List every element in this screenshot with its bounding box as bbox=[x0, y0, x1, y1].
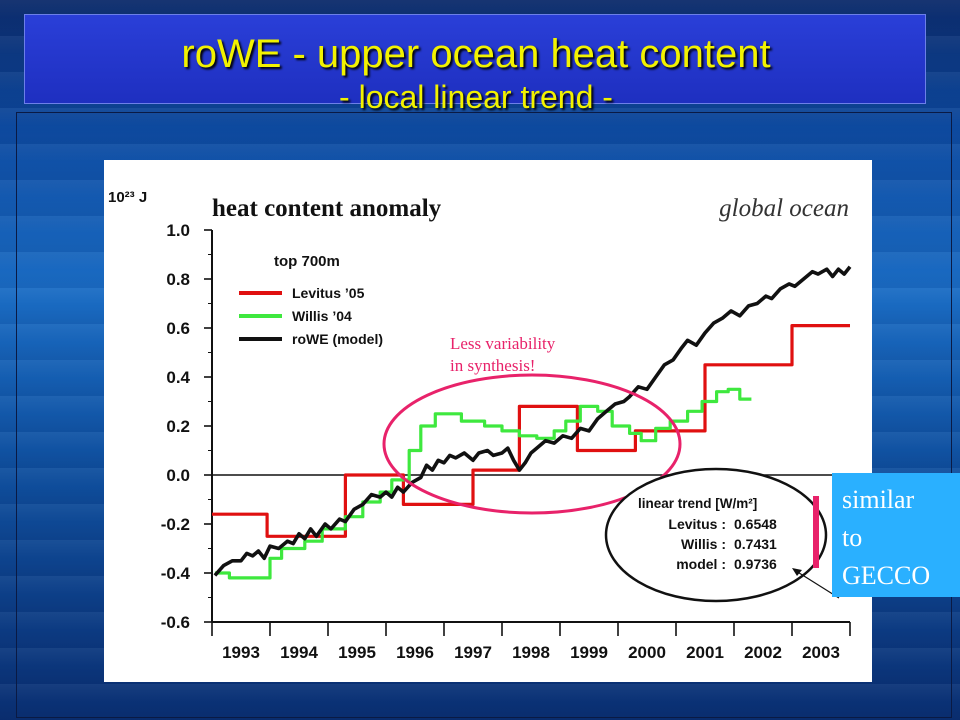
variability-text-line1: Less variability bbox=[450, 334, 556, 353]
y-tick-label: -0.4 bbox=[161, 564, 191, 583]
x-tick-label: 2000 bbox=[628, 643, 666, 662]
x-tick-label: 2001 bbox=[686, 643, 724, 662]
y-tick-label: -0.6 bbox=[161, 613, 190, 632]
callout-line-3: GECCO bbox=[842, 561, 931, 590]
x-tick-label: 2002 bbox=[744, 643, 782, 662]
y-tick-label: 0.8 bbox=[166, 270, 190, 289]
trend-label-willis: Willis : bbox=[681, 536, 726, 552]
callout-arrow-head bbox=[792, 568, 802, 576]
series-rowe bbox=[213, 265, 852, 577]
trend-box-title: linear trend [W/m²] bbox=[638, 496, 757, 511]
slide-title: roWE - upper ocean heat content bbox=[181, 32, 771, 76]
x-tick-label: 1997 bbox=[454, 643, 492, 662]
trend-label-levitus: Levitus : bbox=[668, 516, 726, 532]
legend-label-willis: Willis ’04 bbox=[292, 308, 352, 324]
chart-panel: 1.0 0.8 0.6 0.4 0.2 0.0 -0.2 -0.4 -0.6 1993 1994 19… bbox=[104, 160, 872, 682]
legend-label-rowe: roWE (model) bbox=[292, 331, 383, 347]
variability-ellipse bbox=[382, 373, 682, 515]
callout-line-1: similar bbox=[842, 485, 915, 514]
variability-text-line2: in synthesis! bbox=[450, 356, 535, 375]
y-tick-label: 0.4 bbox=[166, 368, 190, 387]
y-tick-label: 0.2 bbox=[166, 417, 190, 436]
heat-content-chart: 1.0 0.8 0.6 0.4 0.2 0.0 -0.2 -0.4 -0.6 1993 1994 19… bbox=[108, 189, 852, 662]
gecco-callout: similar to GECCO bbox=[832, 473, 960, 597]
chart-series bbox=[212, 265, 852, 580]
chart-title: heat content anomaly bbox=[212, 195, 442, 222]
y-tick-label: 0.6 bbox=[166, 319, 190, 338]
x-tick-label: 1993 bbox=[222, 643, 260, 662]
title-box: roWE - upper ocean heat content - local … bbox=[24, 14, 926, 113]
x-tick-label: 1999 bbox=[570, 643, 608, 662]
content-frame bbox=[16, 112, 952, 718]
trend-label-model: model : bbox=[676, 556, 726, 572]
y-tick-label: -0.2 bbox=[161, 515, 190, 534]
chart-subtitle: global ocean bbox=[719, 195, 849, 222]
x-tick-label: 2003 bbox=[802, 643, 840, 662]
series-willis bbox=[214, 387, 752, 580]
x-tick-label: 1994 bbox=[280, 643, 318, 662]
unit-label: 10²³ J bbox=[108, 189, 147, 206]
trend-value-model: 0.9736 bbox=[734, 556, 777, 572]
x-tick-label: 1998 bbox=[512, 643, 550, 662]
legend-label-levitus: Levitus ’05 bbox=[292, 285, 365, 301]
trend-ellipse bbox=[604, 467, 828, 603]
slide-subtitle: - local linear trend - bbox=[339, 79, 613, 115]
trend-value-levitus: 0.6548 bbox=[734, 516, 777, 532]
x-tick-label: 1995 bbox=[338, 643, 376, 662]
trend-value-willis: 0.7431 bbox=[734, 536, 777, 552]
x-tick-label: 1996 bbox=[396, 643, 434, 662]
y-tick-label: 0.0 bbox=[166, 466, 190, 485]
series-levitus bbox=[212, 324, 850, 538]
y-tick-label: 1.0 bbox=[166, 221, 190, 240]
callout-line-2: to bbox=[842, 523, 863, 552]
chart-ticks: 1.0 0.8 0.6 0.4 0.2 0.0 -0.2 -0.4 -0.6 1993 1994 19… bbox=[161, 221, 851, 662]
legend-heading: top 700m bbox=[274, 253, 340, 270]
callout-arrow-line bbox=[795, 570, 840, 599]
